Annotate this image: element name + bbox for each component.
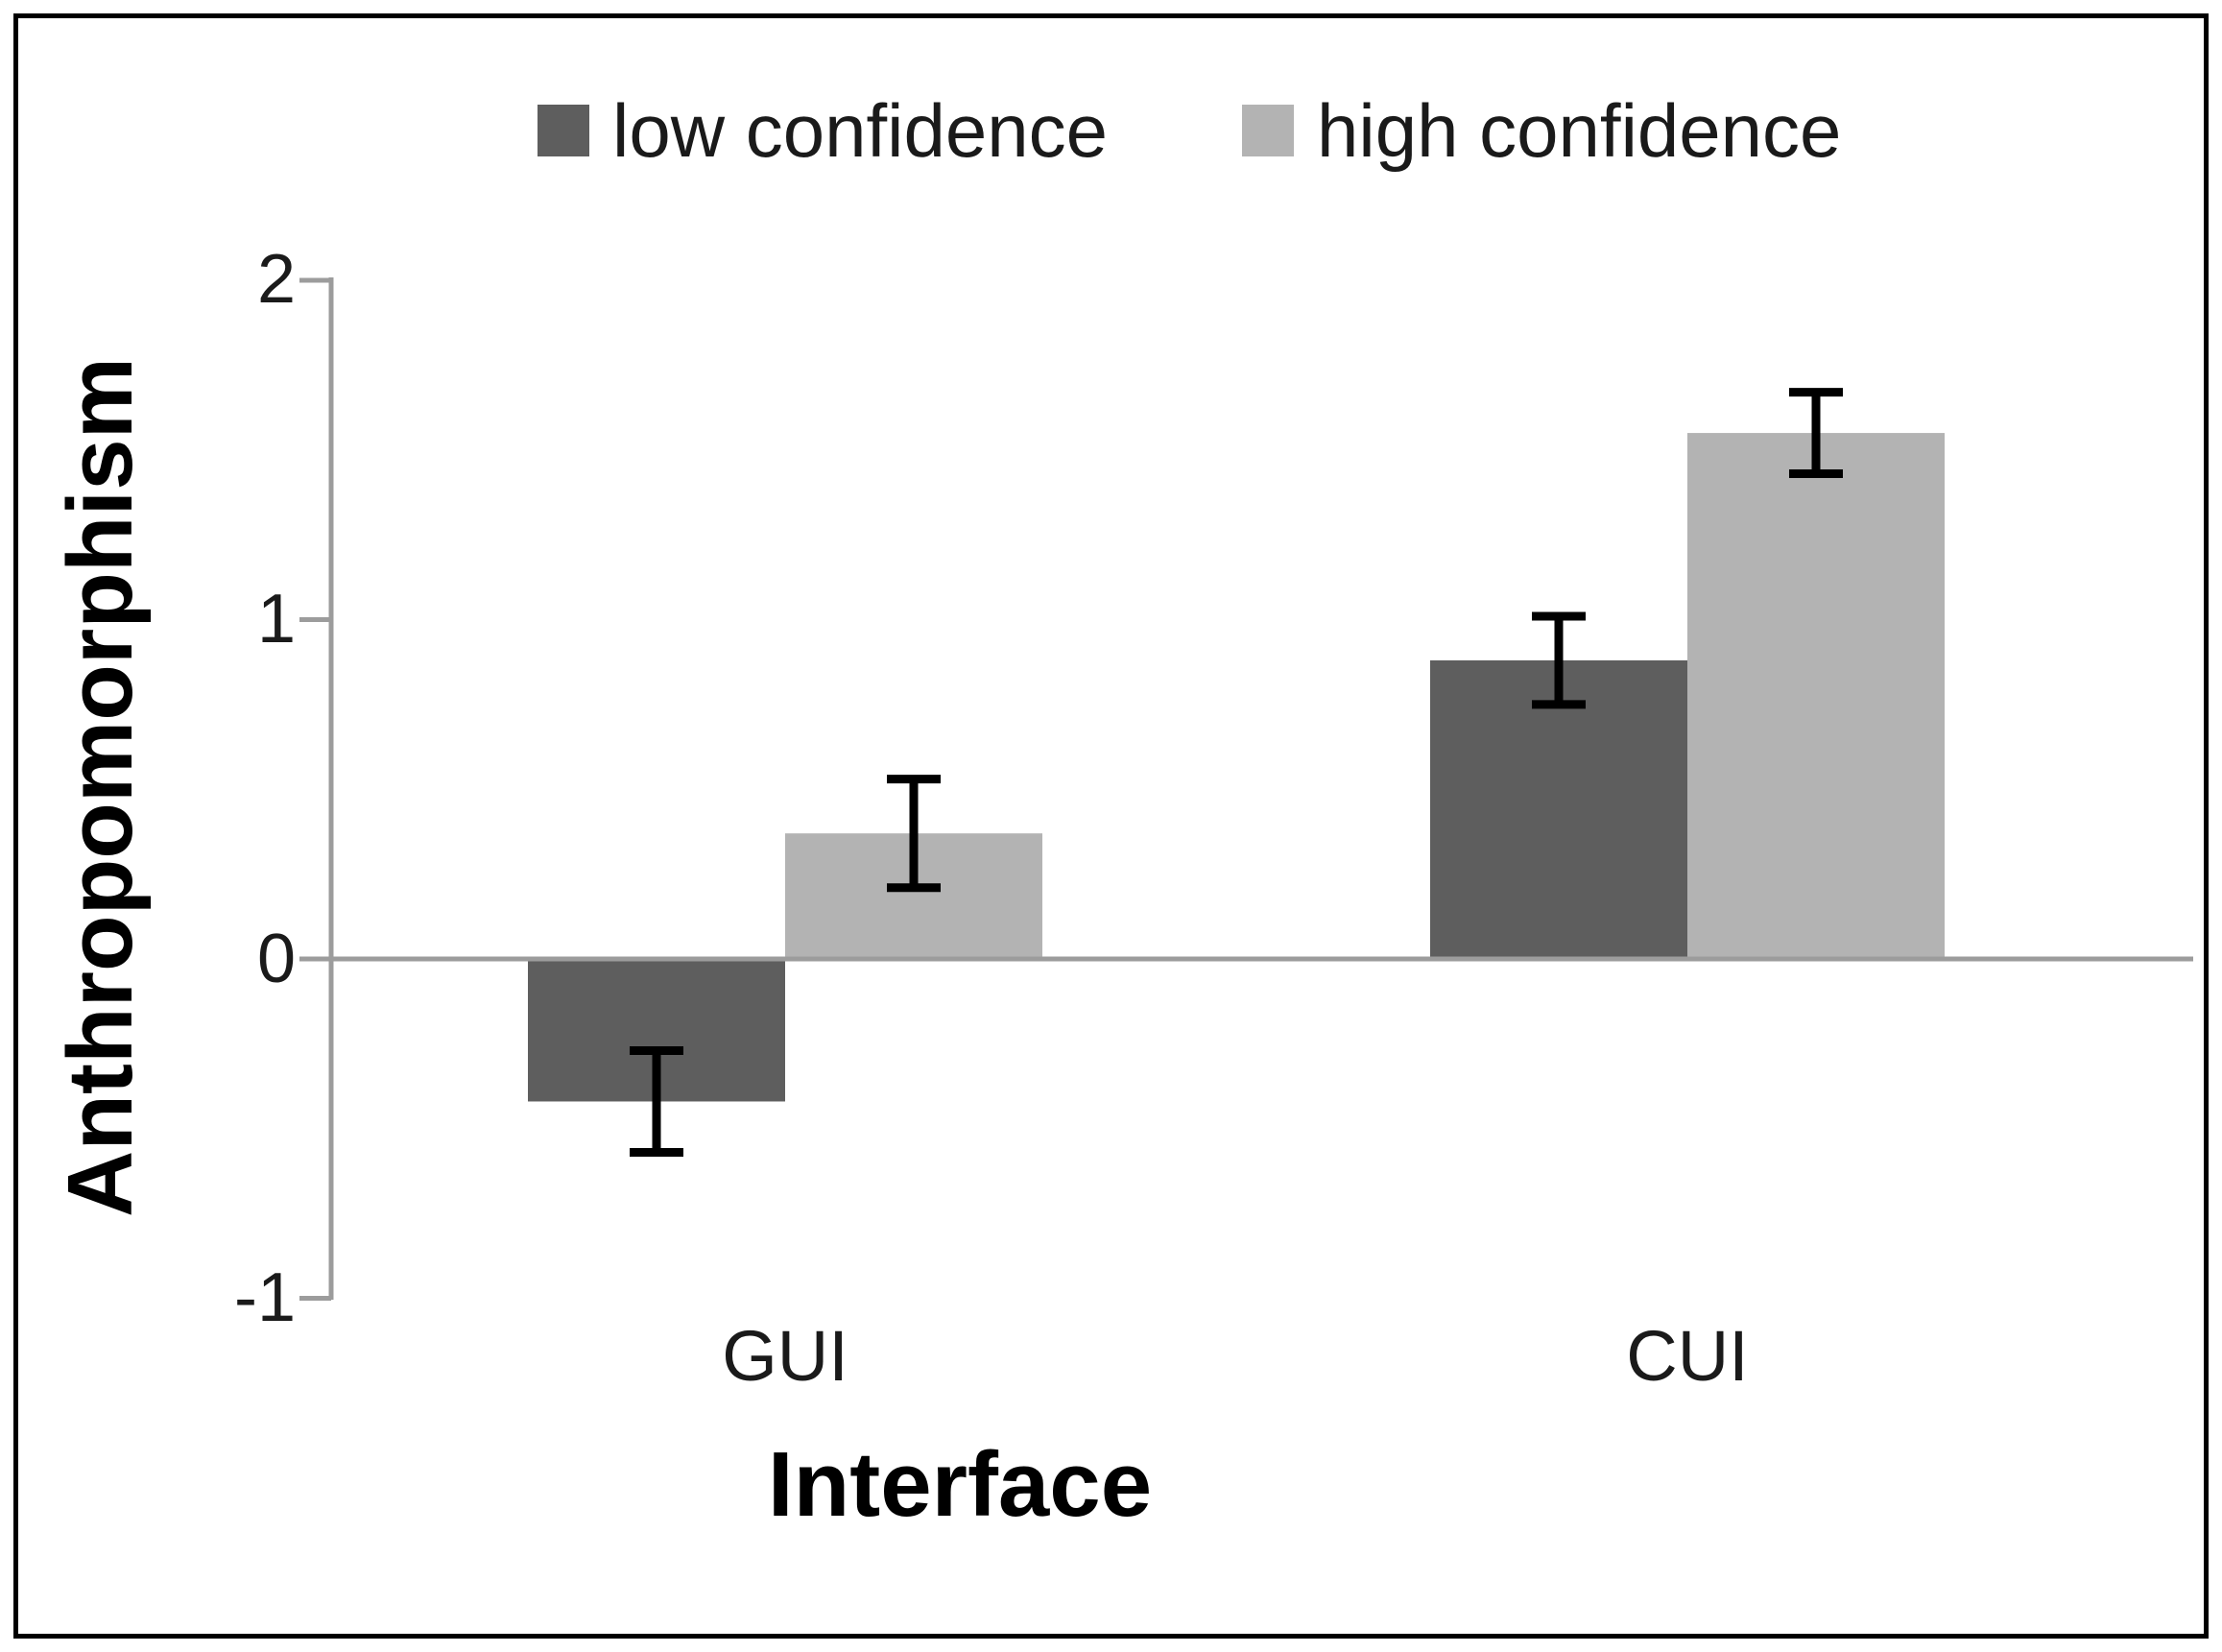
legend-item-high-confidence: high confidence — [1242, 92, 1841, 169]
legend-swatch-high-confidence — [1242, 105, 1294, 156]
x-axis-title: Interface — [767, 1433, 1153, 1536]
y-tick-label-0: 0 — [256, 921, 296, 997]
legend-swatch-low-confidence — [538, 105, 589, 156]
y-tick-label-1: 1 — [256, 581, 296, 658]
y-tick-label-minus-1: -1 — [233, 1259, 296, 1336]
x-category-label-cui: CUI — [1626, 1316, 1749, 1396]
legend-label-high-confidence: high confidence — [1317, 88, 1842, 173]
bar-cui-low-confidence — [1430, 659, 1687, 959]
bar-cui-high-confidence — [1687, 433, 1945, 959]
legend-label-low-confidence: low confidence — [612, 88, 1108, 173]
chart-border — [13, 13, 2209, 1639]
y-axis-title: Anthropomorphism — [49, 357, 152, 1217]
y-tick-label-2: 2 — [256, 241, 296, 318]
x-category-label-gui: GUI — [722, 1316, 848, 1396]
legend-item-low-confidence: low confidence — [538, 92, 1108, 169]
